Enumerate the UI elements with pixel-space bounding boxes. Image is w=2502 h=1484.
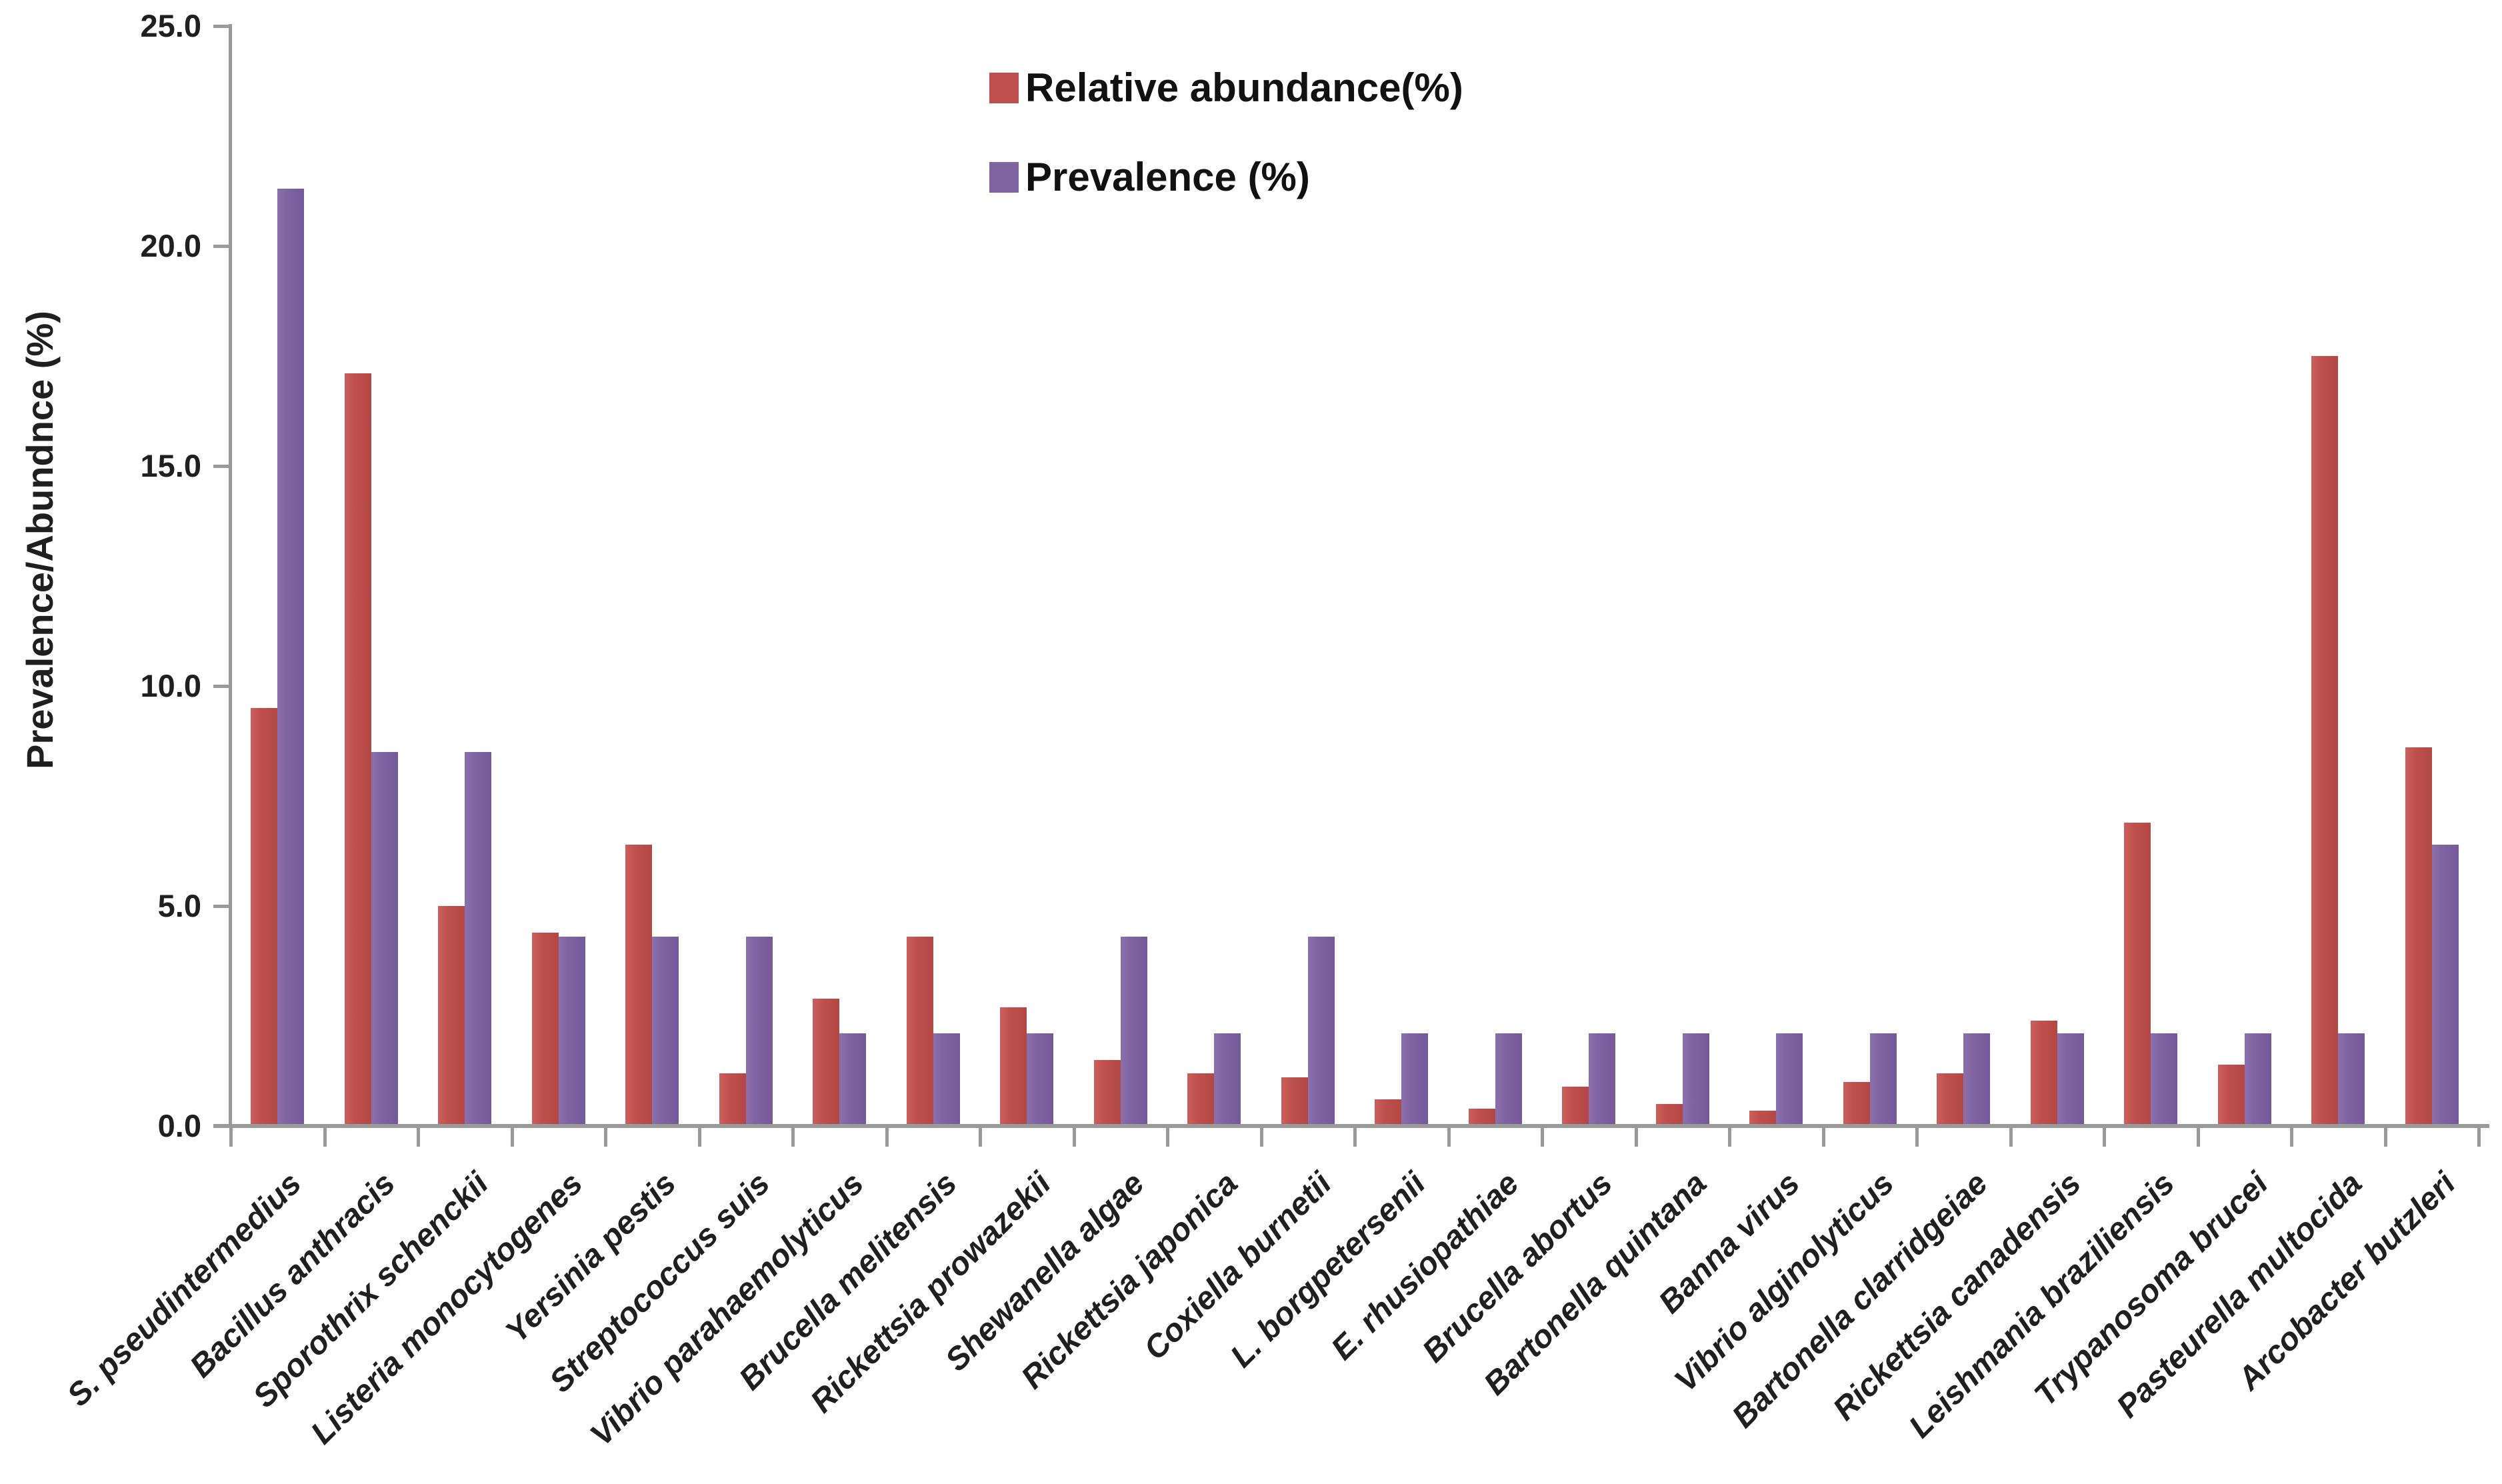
x-axis-tick <box>697 1128 701 1147</box>
bar-prevalence <box>652 937 679 1126</box>
y-tick-label: 5.0 <box>157 888 201 923</box>
x-axis-line <box>213 1124 2489 1128</box>
bar-prevalence <box>371 752 398 1126</box>
bar-prevalence <box>1869 1033 1897 1126</box>
x-axis-tick <box>1259 1128 1263 1147</box>
x-axis-tick <box>1447 1128 1451 1147</box>
x-axis-tick <box>2290 1128 2293 1147</box>
x-axis-tick <box>229 1128 233 1147</box>
y-tick-label: 15.0 <box>140 448 201 483</box>
bar-relative-abundance <box>1093 1060 1121 1126</box>
bar-relative-abundance <box>1749 1111 1777 1126</box>
y-axis-tick <box>213 905 231 908</box>
x-axis-tick <box>1072 1128 1076 1147</box>
x-axis-tick <box>2196 1128 2200 1147</box>
bar-relative-abundance <box>2311 356 2339 1126</box>
x-axis-tick <box>510 1128 514 1147</box>
bar-relative-abundance <box>1375 1099 1402 1126</box>
legend-swatch-relative-abundance-icon <box>989 73 1019 103</box>
y-tick-label: 20.0 <box>140 228 201 263</box>
bar-relative-abundance <box>2405 747 2432 1126</box>
x-axis-tick <box>2009 1128 2013 1147</box>
bar-prevalence <box>2244 1033 2271 1126</box>
x-axis-tick <box>1353 1128 1357 1147</box>
x-axis-tick <box>604 1128 607 1147</box>
x-axis-tick <box>323 1128 327 1147</box>
x-axis-tick <box>1634 1128 1638 1147</box>
legend-label-relative-abundance: Relative abundance(%) <box>1025 65 1463 110</box>
bar-relative-abundance <box>1000 1007 1027 1126</box>
y-axis-line <box>229 24 232 1128</box>
y-tick-label: 10.0 <box>140 668 201 703</box>
bar-prevalence <box>1589 1033 1616 1126</box>
legend-swatch-prevalence-icon <box>989 162 1019 193</box>
x-axis-tick <box>1915 1128 1919 1147</box>
bar-prevalence <box>1120 937 1147 1126</box>
bar-relative-abundance <box>438 906 465 1126</box>
x-axis-tick <box>1166 1128 1169 1147</box>
bar-relative-abundance <box>344 373 371 1126</box>
y-axis-tick <box>213 685 231 688</box>
bar-relative-abundance <box>2124 823 2151 1126</box>
x-axis-tick <box>1821 1128 1825 1147</box>
bar-prevalence <box>1495 1033 1522 1126</box>
legend-label-prevalence: Prevalence (%) <box>1025 155 1310 199</box>
bar-relative-abundance <box>1937 1073 1964 1126</box>
x-axis-tick <box>1728 1128 1731 1147</box>
bar-prevalence <box>558 937 585 1126</box>
bar-relative-abundance <box>719 1073 746 1126</box>
bar-relative-abundance <box>1468 1109 1495 1126</box>
bar-prevalence <box>1027 1033 1054 1126</box>
bar-prevalence <box>2431 845 2459 1126</box>
y-axis-tick <box>213 25 231 28</box>
y-tick-label: 0.0 <box>157 1108 201 1143</box>
y-axis-tick <box>213 465 231 468</box>
x-axis-tick <box>2383 1128 2387 1147</box>
bar-relative-abundance <box>625 845 653 1126</box>
bar-prevalence <box>1682 1033 1709 1126</box>
bar-relative-abundance <box>906 937 933 1126</box>
bar-prevalence <box>465 752 492 1126</box>
bar-prevalence <box>1963 1033 1991 1126</box>
bar-prevalence <box>277 189 305 1126</box>
x-axis-tick <box>885 1128 889 1147</box>
bar-relative-abundance <box>1281 1077 1308 1126</box>
x-axis-tick <box>417 1128 420 1147</box>
bar-prevalence <box>1307 937 1335 1126</box>
bar-relative-abundance <box>1562 1087 1589 1126</box>
bar-relative-abundance <box>1843 1082 1870 1126</box>
bar-prevalence <box>933 1033 960 1126</box>
bar-prevalence <box>1776 1033 1803 1126</box>
bar-relative-abundance <box>813 999 840 1126</box>
bar-relative-abundance <box>2217 1065 2245 1126</box>
x-axis-tick <box>2477 1128 2481 1147</box>
bar-prevalence <box>2151 1033 2178 1126</box>
bar-prevalence <box>1214 1033 1241 1126</box>
x-axis-tick <box>2103 1128 2106 1147</box>
bar-relative-abundance <box>1655 1104 1683 1126</box>
x-axis-tick <box>1541 1128 1544 1147</box>
bar-relative-abundance <box>2030 1021 2057 1126</box>
category-label: Yersinia pestis <box>499 1165 683 1350</box>
bar-relative-abundance <box>251 708 278 1126</box>
bar-prevalence <box>745 937 773 1126</box>
legend-item-relative-abundance: Relative abundance(%) <box>989 67 1463 109</box>
x-axis-tick <box>979 1128 982 1147</box>
bar-relative-abundance <box>531 933 559 1126</box>
bar-relative-abundance <box>1187 1073 1215 1126</box>
y-tick-label: 25.0 <box>140 8 201 43</box>
bar-prevalence <box>839 1033 867 1126</box>
y-axis-tick <box>213 245 231 248</box>
bar-prevalence <box>2057 1033 2084 1126</box>
bar-prevalence <box>2338 1033 2365 1126</box>
x-axis-tick <box>791 1128 795 1147</box>
bar-prevalence <box>1401 1033 1429 1126</box>
legend-item-prevalence: Prevalence (%) <box>989 156 1310 199</box>
